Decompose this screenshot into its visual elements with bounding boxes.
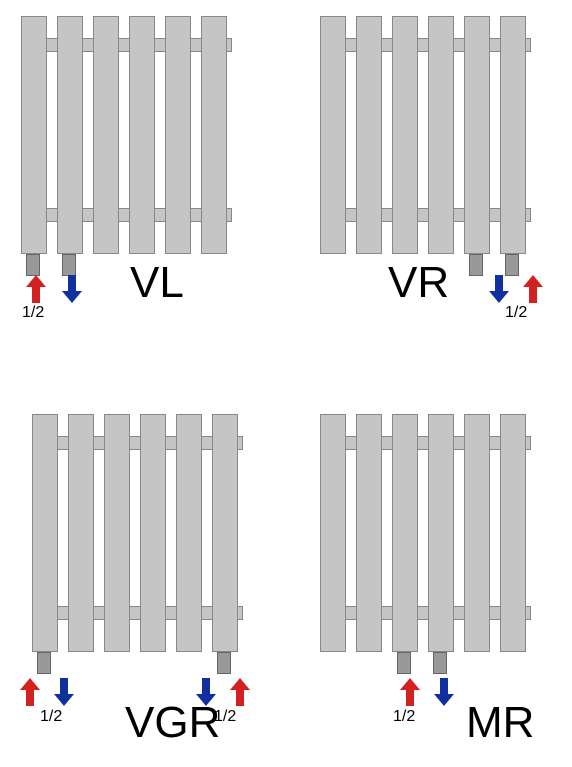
label-mr: MR: [466, 698, 534, 748]
tube: [428, 16, 454, 254]
tube: [129, 16, 155, 254]
pipe: [26, 254, 40, 276]
tube: [464, 414, 490, 652]
pipe: [469, 254, 483, 276]
pipe: [433, 652, 447, 674]
tube: [428, 414, 454, 652]
arrow-up-icon: [20, 678, 40, 706]
tube: [57, 16, 83, 254]
fraction-text: 1/2: [22, 304, 44, 322]
tube: [165, 16, 191, 254]
pipe: [397, 652, 411, 674]
fraction-text: 1/2: [505, 304, 527, 322]
tube: [392, 16, 418, 254]
fraction-text: 1/2: [393, 708, 415, 726]
pipe: [37, 652, 51, 674]
diagram-grid: VL VR VGR MR 1/2 1/2 1/2 1/2 1/2: [0, 0, 572, 767]
pipe: [62, 254, 76, 276]
arrow-up-icon: [523, 275, 543, 303]
tube: [201, 16, 227, 254]
arrow-down-icon: [434, 678, 454, 706]
arrow-down-icon: [489, 275, 509, 303]
tube: [93, 16, 119, 254]
tube: [104, 414, 130, 652]
radiator-vl: [21, 16, 237, 276]
arrow-up-icon: [230, 678, 250, 706]
tube: [320, 16, 346, 254]
radiator-mr: [320, 414, 536, 674]
fraction-text: 1/2: [214, 708, 236, 726]
arrow-down-icon: [54, 678, 74, 706]
arrow-down-icon: [196, 678, 216, 706]
pipe: [505, 254, 519, 276]
tube: [500, 16, 526, 254]
arrow-up-icon: [400, 678, 420, 706]
label-vr: VR: [388, 258, 449, 308]
tube: [356, 16, 382, 254]
fraction-text: 1/2: [40, 708, 62, 726]
tube: [68, 414, 94, 652]
radiator-vgr: [32, 414, 248, 674]
tube: [320, 414, 346, 652]
tube: [21, 16, 47, 254]
tube: [176, 414, 202, 652]
tube: [464, 16, 490, 254]
tube: [32, 414, 58, 652]
pipe: [217, 652, 231, 674]
tube: [212, 414, 238, 652]
tube: [356, 414, 382, 652]
radiator-vr: [320, 16, 536, 276]
arrow-up-icon: [26, 275, 46, 303]
tube: [500, 414, 526, 652]
arrow-down-icon: [62, 275, 82, 303]
label-vl: VL: [130, 258, 184, 308]
tube: [392, 414, 418, 652]
tube: [140, 414, 166, 652]
